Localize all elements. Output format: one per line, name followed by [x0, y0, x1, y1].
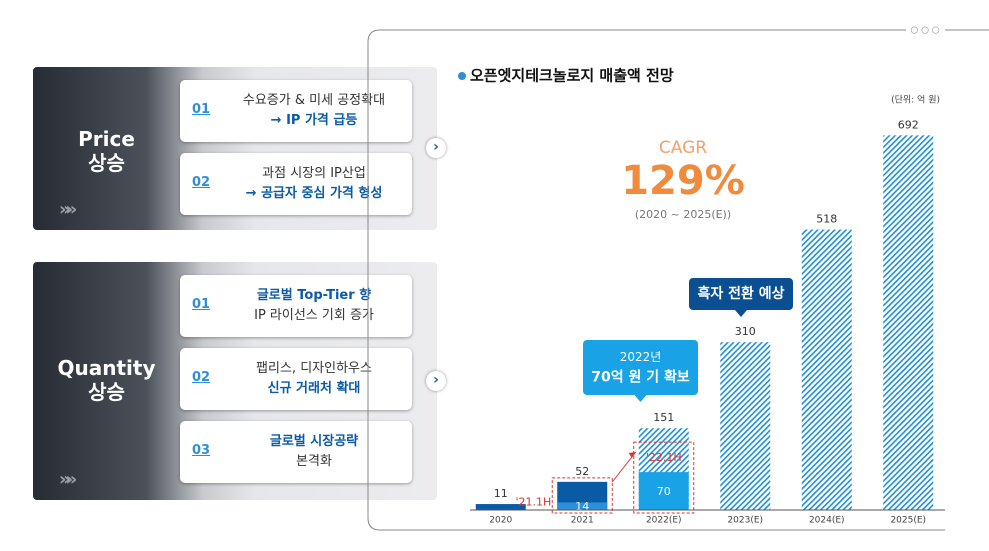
value-label: 310 [735, 325, 756, 338]
bar [720, 342, 771, 510]
item-line: 글로벌 시장공략 [269, 434, 359, 449]
cagr-value: 129% [621, 158, 745, 204]
cagr-label: CAGR [659, 138, 707, 158]
item-text: 글로벌 Top-Tier 향 IP 라이선스 기회 증가 [222, 286, 406, 326]
dots: ○ ○ ○ [910, 26, 939, 36]
callout-box [583, 340, 698, 395]
half-year-value: 70 [657, 485, 671, 498]
callout-box [689, 278, 793, 310]
arrow-head [628, 452, 636, 458]
item-line: → IP 가격 급등 [270, 113, 358, 128]
item-line: 과점 시장의 IP산업 [262, 166, 366, 181]
panel-title-line: 상승 [88, 151, 125, 175]
x-tick-label: 2023(E) [727, 516, 763, 526]
value-label: 52 [575, 465, 589, 478]
item-line: → 공급자 중심 가격 형성 [245, 186, 383, 201]
x-tick-label: 2022(E) [646, 516, 682, 526]
item-line: 신규 거래처 확대 [267, 381, 361, 396]
item: 01 수요증가 & 미세 공정확대 → IP 가격 급등 [180, 80, 412, 142]
x-tick-label: 2024(E) [809, 516, 845, 526]
half-year-bar [557, 502, 608, 510]
callout-pointer [634, 395, 647, 402]
cagr-period: (2020 ~ 2025(E)) [635, 208, 731, 221]
item-line: 본격화 [296, 454, 332, 469]
item: 02 과점 시장의 IP산업 → 공급자 중심 가격 형성 [180, 153, 412, 215]
item-number: 01 [192, 102, 211, 117]
value-label: 151 [653, 411, 674, 424]
chart-title: 오픈엣지테크놀로지 매출액 전망 [470, 67, 674, 85]
callout-text: 70억 원 기 확보 [591, 369, 690, 386]
value-label: 11 [494, 487, 508, 500]
next-button[interactable]: › [426, 138, 446, 158]
item-line: 글로벌 Top-Tier 향 [256, 288, 372, 303]
bar [801, 229, 852, 511]
half-year-label: '21.1H [515, 495, 551, 508]
bar [883, 135, 934, 510]
frame [367, 29, 945, 531]
item-line: 수요증가 & 미세 공정확대 [242, 93, 386, 108]
panel-title-line: Quantity [57, 356, 156, 380]
callout-pointer [735, 310, 747, 317]
item-line: IP 라이선스 기회 증가 [254, 308, 374, 323]
item: 01 글로벌 Top-Tier 향 IP 라이선스 기회 증가 [180, 275, 412, 337]
bar [475, 504, 526, 510]
panel-title: Price 상승 [33, 127, 180, 175]
value-label: 518 [816, 213, 837, 226]
x-tick-label: 2025(E) [890, 516, 926, 526]
quantity-panel: Quantity 상승 »» 01 글로벌 Top-Tier 향 IP 라이선스 기회… [33, 262, 437, 500]
value-label: 692 [898, 118, 919, 131]
item-number: 02 [192, 370, 211, 385]
panel-title-line: Price [78, 127, 135, 151]
item-text: 수요증가 & 미세 공정확대 → IP 가격 급등 [222, 91, 406, 131]
unit: (단위: 억 원) [891, 94, 940, 106]
half-year-label: '22.1H [646, 451, 682, 464]
highlight-box [551, 477, 613, 514]
x-tick-label: 2020 [489, 516, 512, 526]
callout-text: 2022년 [620, 350, 662, 364]
panel-title-line: 상승 [88, 380, 125, 404]
item-number: 01 [192, 297, 211, 312]
callout-text: 흑자 전환 예상 [697, 285, 784, 302]
next-button[interactable]: › [426, 371, 446, 391]
price-panel: Price 상승 »» 01 수요증가 & 미세 공정확대 → IP 가격 급등 02 과… [33, 67, 437, 230]
item-number: 03 [192, 443, 211, 458]
title-dot [458, 72, 466, 80]
half-year-bar [638, 472, 689, 510]
x-tick-label: 2021 [571, 516, 594, 526]
half-year-value: 14 [575, 500, 589, 513]
item-line: 팹리스, 디자인하우스 [256, 361, 372, 376]
panel-title: Quantity 상승 [33, 356, 180, 404]
highlight-box [633, 441, 695, 514]
item-text: 과점 시장의 IP산업 → 공급자 중심 가격 형성 [222, 164, 406, 204]
item-number: 02 [192, 175, 211, 190]
